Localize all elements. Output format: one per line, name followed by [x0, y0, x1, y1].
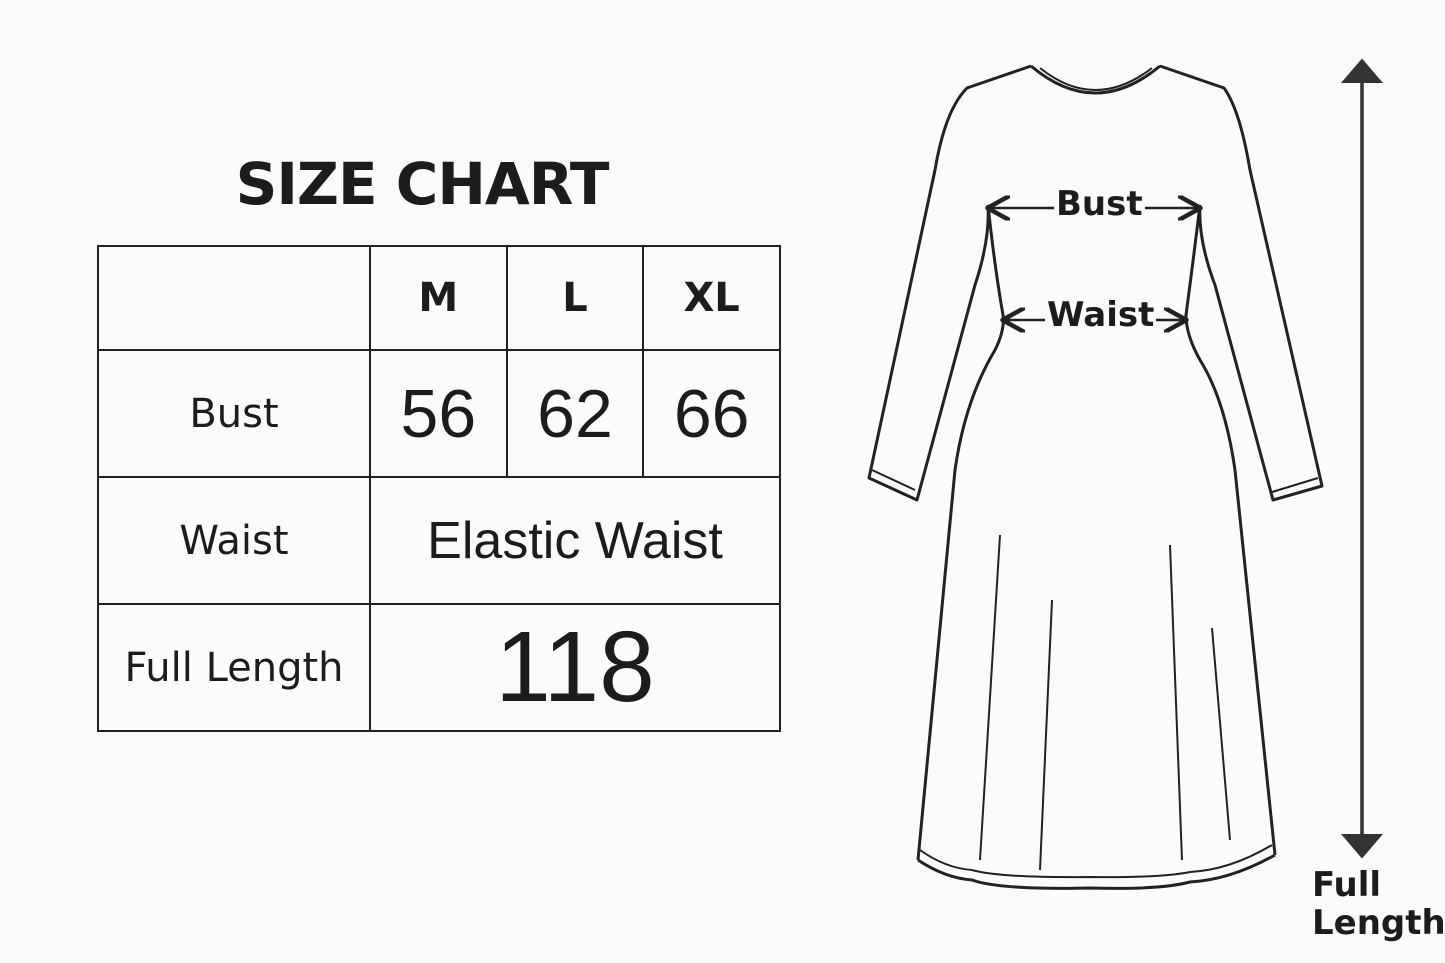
dress-outline	[867, 64, 1324, 890]
waist-value: Elastic Waist	[369, 476, 781, 605]
table-row: Waist Elastic Waist	[97, 476, 781, 605]
row-label: Bust	[97, 349, 371, 478]
empty-header-cell	[97, 245, 371, 351]
bust-xl: 66	[642, 349, 781, 478]
table-row: Bust 56 62 66	[97, 349, 781, 478]
page-title: SIZE CHART	[235, 150, 610, 218]
waist-label: Waist	[1045, 295, 1157, 335]
size-table: M L XL Bust 56 62 66 Waist Elastic Waist…	[97, 245, 781, 732]
size-l-header: L	[505, 245, 645, 351]
row-label: Full Length	[97, 603, 371, 732]
length-value: 118	[369, 603, 781, 732]
table-row: Full Length 118	[97, 603, 781, 732]
full-length-label-line2: Length	[1312, 903, 1445, 943]
row-label: Waist	[97, 476, 371, 605]
size-m-header: M	[369, 245, 508, 351]
bust-m: 56	[369, 349, 508, 478]
full-length-label-line1: Full	[1312, 865, 1382, 905]
full-length-label: Full Length	[1312, 866, 1445, 942]
header-row: M L XL	[97, 245, 781, 351]
size-xl-header: XL	[642, 245, 781, 351]
bust-l: 62	[505, 349, 645, 478]
bust-label: Bust	[1054, 184, 1145, 224]
